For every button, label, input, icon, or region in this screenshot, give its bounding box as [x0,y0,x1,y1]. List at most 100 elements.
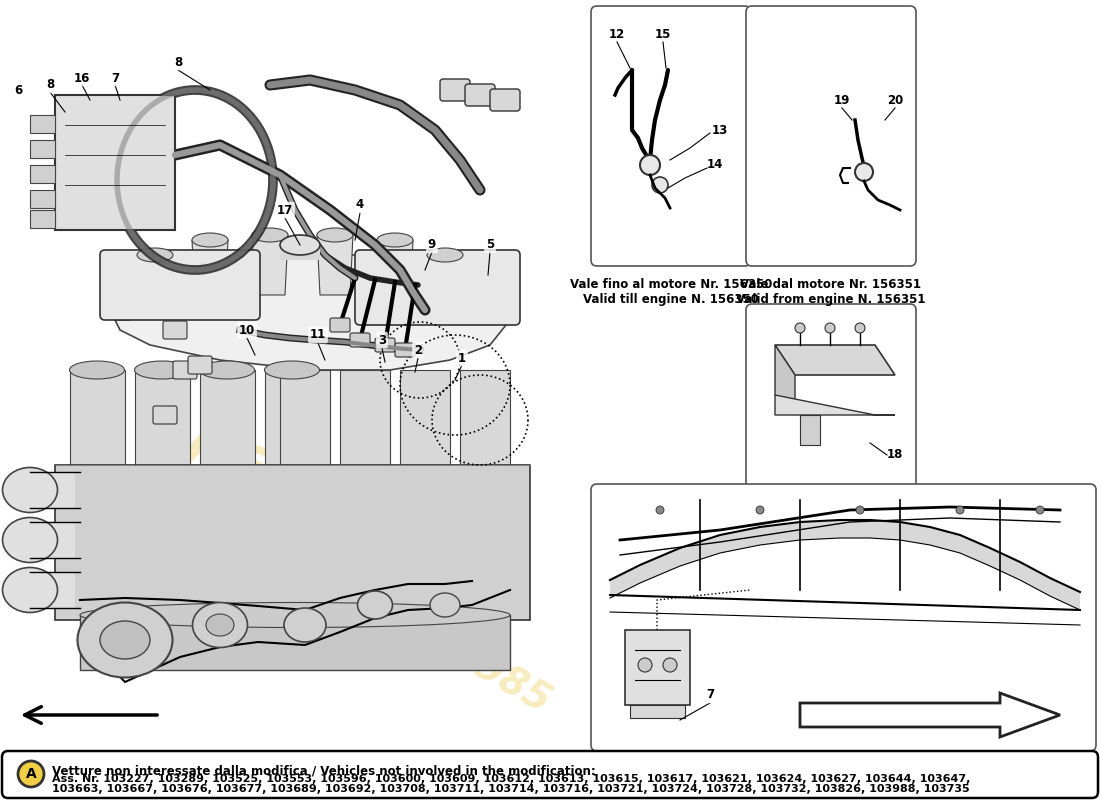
Circle shape [756,506,764,514]
Circle shape [652,177,668,193]
FancyBboxPatch shape [465,84,495,106]
Ellipse shape [100,621,150,659]
Polygon shape [30,472,75,508]
Polygon shape [625,630,690,705]
Polygon shape [630,705,685,718]
Polygon shape [135,370,190,480]
Circle shape [855,163,873,181]
Circle shape [638,658,652,672]
Polygon shape [800,693,1060,737]
Ellipse shape [199,361,254,379]
Ellipse shape [284,608,326,642]
Text: Vale dal motore Nr. 156351
Valid from engine N. 156351: Vale dal motore Nr. 156351 Valid from en… [736,278,926,306]
Ellipse shape [192,602,248,647]
FancyBboxPatch shape [746,6,916,266]
Ellipse shape [358,591,393,619]
Polygon shape [30,190,55,208]
Circle shape [856,506,864,514]
Text: 20: 20 [887,94,903,106]
Text: 15: 15 [654,29,671,42]
FancyBboxPatch shape [375,338,395,352]
Ellipse shape [264,361,319,379]
Polygon shape [116,255,510,370]
Ellipse shape [427,248,463,262]
Polygon shape [30,165,55,183]
Ellipse shape [377,233,412,247]
FancyBboxPatch shape [350,333,370,347]
Text: 8: 8 [174,55,183,69]
Ellipse shape [134,361,189,379]
Text: Vale per... vedi descrizione
Valid for... see description: Vale per... vedi descrizione Valid for..… [755,760,933,788]
Polygon shape [30,522,75,558]
Ellipse shape [317,228,353,242]
Text: passione: passione [176,400,524,640]
Polygon shape [400,370,450,480]
Text: 7: 7 [706,689,714,702]
FancyBboxPatch shape [188,356,212,374]
Text: a passion since 1985: a passion since 1985 [143,459,557,721]
Text: 11: 11 [310,329,326,342]
FancyBboxPatch shape [591,6,751,266]
Polygon shape [776,345,795,415]
Ellipse shape [138,248,173,262]
Polygon shape [317,235,353,295]
FancyBboxPatch shape [153,406,177,424]
Polygon shape [192,240,228,300]
Circle shape [795,323,805,333]
Circle shape [1036,506,1044,514]
FancyBboxPatch shape [163,321,187,339]
Text: A: A [25,767,36,781]
Polygon shape [80,615,510,670]
FancyBboxPatch shape [173,361,197,379]
Text: 4: 4 [356,198,364,211]
Polygon shape [280,245,320,260]
Text: 18: 18 [887,449,903,462]
Ellipse shape [2,567,57,613]
Text: 6: 6 [14,83,22,97]
Ellipse shape [192,233,228,247]
Polygon shape [70,370,125,480]
Polygon shape [200,370,255,480]
Circle shape [663,658,676,672]
Text: 17: 17 [277,203,293,217]
Ellipse shape [2,467,57,513]
Ellipse shape [280,235,320,255]
Polygon shape [265,370,320,480]
FancyBboxPatch shape [746,304,916,491]
Circle shape [825,323,835,333]
Circle shape [18,761,44,787]
Polygon shape [800,415,820,445]
Text: 2: 2 [414,343,422,357]
Text: 13: 13 [712,123,728,137]
FancyBboxPatch shape [440,79,470,101]
Text: 16: 16 [74,71,90,85]
Text: 10: 10 [239,323,255,337]
FancyBboxPatch shape [330,318,350,332]
Polygon shape [30,210,55,228]
Polygon shape [55,95,175,230]
Ellipse shape [252,228,288,242]
Text: 3: 3 [378,334,386,346]
Circle shape [656,506,664,514]
FancyBboxPatch shape [395,343,415,357]
Text: 9: 9 [428,238,436,251]
Text: 14: 14 [707,158,723,171]
Text: Ass. Nr. 103227, 103289, 103525, 103553, 103596, 103600, 103609, 103612, 103613,: Ass. Nr. 103227, 103289, 103525, 103553,… [52,774,970,784]
Polygon shape [377,240,412,305]
Text: Vale fino al motore Nr. 156350
Valid till engine N. 156350: Vale fino al motore Nr. 156350 Valid til… [570,278,772,306]
Text: Vetture non interessate dalla modifica / Vehicles not involved in the modificati: Vetture non interessate dalla modifica /… [52,764,596,777]
Polygon shape [30,115,55,133]
FancyBboxPatch shape [100,250,260,320]
Text: 7: 7 [111,71,119,85]
Polygon shape [55,465,530,620]
FancyBboxPatch shape [591,484,1096,751]
Circle shape [855,323,865,333]
Text: 8: 8 [46,78,54,91]
Text: 1: 1 [458,351,466,365]
Polygon shape [252,235,288,295]
Polygon shape [138,255,173,310]
Text: 19: 19 [834,94,850,106]
Polygon shape [776,395,895,415]
Polygon shape [776,345,895,375]
Polygon shape [610,520,1080,610]
